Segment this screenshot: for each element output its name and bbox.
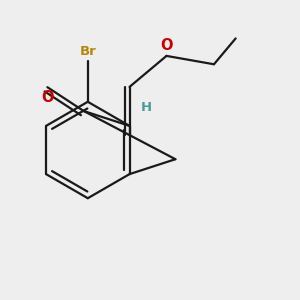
- Text: O: O: [160, 38, 173, 53]
- Text: Br: Br: [80, 45, 96, 58]
- Text: H: H: [141, 101, 152, 114]
- Text: O: O: [41, 90, 54, 105]
